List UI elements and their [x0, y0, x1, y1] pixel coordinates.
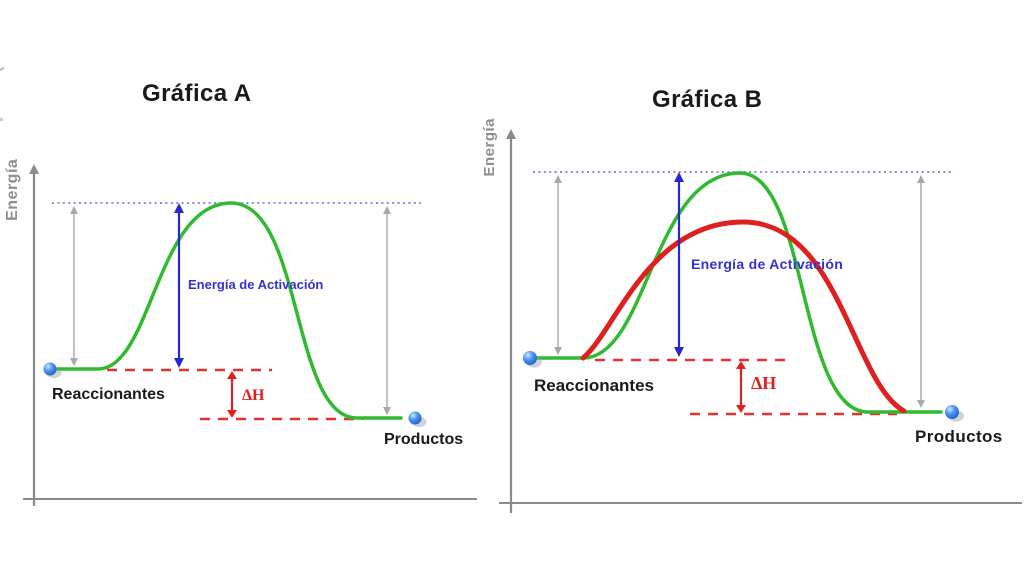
chart-a-activation-energy-arrow — [174, 203, 184, 368]
chart-a-energy-span-arrow-0 — [70, 206, 78, 366]
chart-a-delta-h-arrow — [227, 371, 237, 418]
chart-a-figure — [23, 164, 477, 506]
chart-b-energy-span-arrow-0 — [554, 175, 562, 355]
chart-b-green-curve — [526, 171, 943, 414]
chart-b-molecule-ball-1 — [945, 405, 964, 422]
chart-a-green-curve — [48, 201, 403, 420]
chart-a-molecule-ball-0 — [43, 362, 62, 379]
chart-b-activation-energy-arrow — [674, 172, 684, 357]
chart-b-title: Gráfica B — [652, 86, 763, 113]
chart-a-molecule-ball-1 — [408, 411, 427, 428]
chart-b-delta-h-arrow — [736, 361, 746, 413]
chart-a-reactants-label: Reaccionantes — [52, 386, 165, 403]
chart-a-y-axis-label: Energía — [4, 158, 22, 221]
chart-b-y-axis-label: Energía — [480, 117, 498, 177]
chart-b-red-curve — [580, 219, 907, 414]
edge-artifact-2 — [0, 118, 3, 121]
chart-a-delta-h-label: ΔH — [242, 387, 265, 404]
chart-a-y-axis-arrowhead — [29, 164, 39, 174]
chart-a-title: Gráfica A — [142, 80, 252, 107]
chart-b-energy-span-arrow-1 — [917, 175, 925, 408]
chart-b-figure — [499, 129, 1022, 513]
chart-b-molecule-ball-0 — [523, 351, 542, 368]
chart-b-activation-energy-label: Energía de Activación — [691, 256, 844, 272]
chart-a-activation-energy-label: Energía de Activación — [188, 277, 324, 292]
chart-b-products-label: Productos — [915, 427, 1003, 446]
chart-b-delta-h-label: ΔH — [751, 373, 777, 393]
chart-a-energy-span-arrow-1 — [383, 206, 391, 415]
chart-b-y-axis-arrowhead — [506, 129, 516, 139]
chart-b-reactants-label: Reaccionantes — [534, 376, 654, 395]
chart-a-products-label: Productos — [384, 431, 464, 448]
